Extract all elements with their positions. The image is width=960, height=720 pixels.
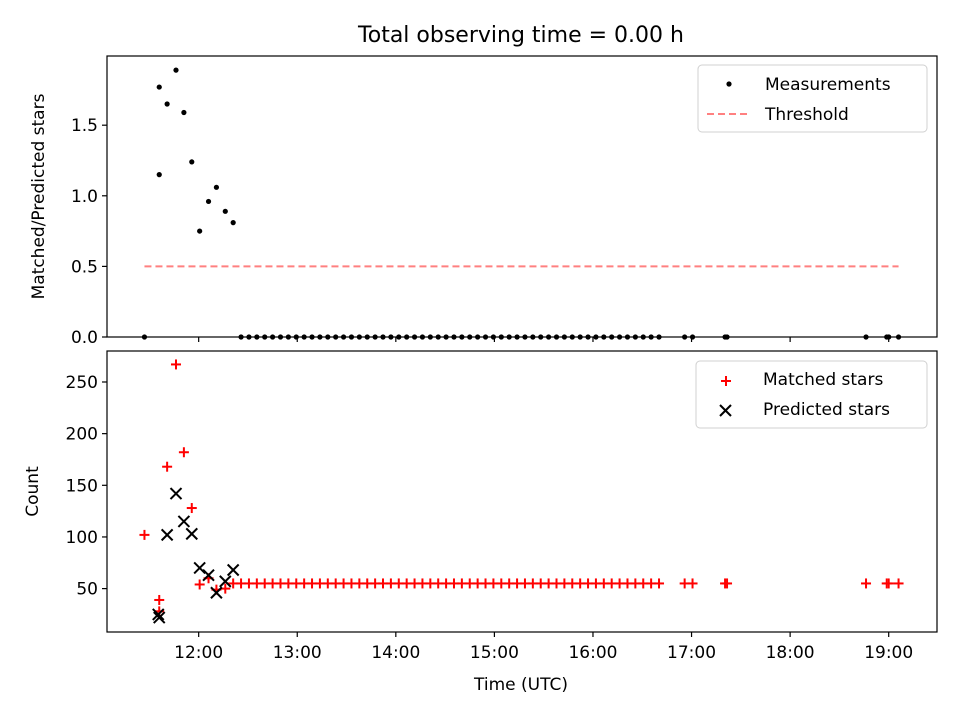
measurements-point bbox=[222, 208, 228, 214]
bottom-y-tick-label: 50 bbox=[76, 580, 98, 600]
predicted-stars-point bbox=[169, 487, 183, 500]
x-tick-label: 12:00 bbox=[174, 643, 223, 663]
predicted-stars-point bbox=[152, 608, 165, 621]
top-y-tick-label: 1.5 bbox=[71, 116, 98, 136]
top-y-axis-label: Matched/Predicted stars bbox=[29, 93, 49, 299]
top-panel: 0.0 0.5 1.0 1.5 Matched/Predicted stars Mea… bbox=[29, 55, 938, 348]
x-axis-label: Time (UTC) bbox=[473, 675, 568, 695]
matched-stars-point bbox=[154, 594, 165, 605]
x-tick-label: 19:00 bbox=[864, 643, 913, 663]
predicted-stars-point bbox=[202, 568, 215, 582]
bottom-y-tick-label: 100 bbox=[66, 528, 98, 548]
measurements-point bbox=[197, 228, 203, 234]
predicted-stars-point bbox=[193, 561, 206, 575]
predicted-stars-point bbox=[210, 586, 223, 599]
top-axes-frame bbox=[106, 55, 938, 338]
matched-stars-point bbox=[687, 578, 698, 589]
top-y-tick-label: 0.0 bbox=[71, 328, 98, 348]
bottom-panel: 50 100 150 200 250 12:00 13:00 14:00 15:00 16:00 1… bbox=[23, 350, 938, 695]
top-legend: Measurements Threshold bbox=[697, 64, 928, 133]
predicted-stars-point bbox=[153, 611, 166, 624]
legend-measurements-marker bbox=[726, 81, 732, 87]
bottom-y-axis-label: Count bbox=[23, 466, 43, 517]
bottom-axes-frame bbox=[106, 350, 938, 633]
top-y-tick-label: 0.5 bbox=[71, 257, 98, 277]
matched-stars-point bbox=[162, 461, 173, 472]
matched-stars-point bbox=[722, 578, 733, 589]
measurements-point bbox=[181, 109, 187, 116]
legend-measurements-label: Measurements bbox=[765, 75, 891, 95]
top-legend-box bbox=[697, 64, 928, 133]
matched-stars-point bbox=[178, 447, 189, 458]
measurements-point bbox=[164, 101, 170, 107]
legend-predicted-stars-marker bbox=[719, 404, 732, 417]
predicted-stars-point bbox=[219, 575, 232, 588]
measurements-point bbox=[213, 184, 220, 190]
measurements-point bbox=[173, 67, 179, 73]
predicted-stars-point bbox=[177, 515, 191, 528]
legend-matched-stars-marker bbox=[721, 376, 731, 386]
x-tick-label: 17:00 bbox=[667, 643, 716, 663]
top-marks bbox=[141, 67, 902, 340]
bottom-legend-box bbox=[695, 360, 928, 429]
matched-stars-point bbox=[893, 578, 904, 589]
measurements-point bbox=[205, 198, 212, 205]
top-axis: 0.0 0.5 1.0 1.5 bbox=[71, 116, 890, 348]
top-y-tick-label: 1.0 bbox=[71, 187, 98, 207]
matched-stars-point bbox=[654, 578, 665, 589]
legend-matched-stars-label: Matched stars bbox=[763, 370, 883, 390]
matched-stars-point bbox=[883, 578, 894, 589]
x-tick-label: 15:00 bbox=[470, 643, 519, 663]
matched-stars-point bbox=[861, 578, 872, 589]
predicted-stars-point bbox=[160, 528, 174, 542]
x-tick-label: 14:00 bbox=[371, 643, 420, 663]
matched-stars-point bbox=[194, 579, 205, 590]
bottom-y-tick-label: 250 bbox=[66, 373, 98, 393]
bottom-marks bbox=[139, 359, 904, 624]
matched-stars-point bbox=[139, 529, 150, 540]
bottom-y-tick-label: 200 bbox=[66, 425, 98, 445]
legend-threshold-label: Threshold bbox=[764, 105, 849, 125]
measurements-point bbox=[156, 84, 162, 90]
chart-title: Total observing time = 0.00 h bbox=[357, 23, 684, 48]
measurements-point bbox=[156, 172, 162, 178]
predicted-stars-point bbox=[226, 563, 240, 577]
bottom-axis: 50 100 150 200 250 12:00 13:00 14:00 15:00 16:00 1… bbox=[66, 373, 914, 663]
measurements-point bbox=[189, 159, 195, 165]
predicted-stars-point bbox=[185, 527, 198, 541]
x-tick-label: 13:00 bbox=[273, 643, 322, 663]
matched-stars-point bbox=[171, 359, 182, 370]
measurements-point bbox=[230, 220, 236, 226]
x-tick-label: 16:00 bbox=[568, 643, 617, 663]
matched-stars-point bbox=[186, 503, 197, 514]
bottom-y-tick-label: 150 bbox=[66, 476, 98, 496]
x-tick-label: 18:00 bbox=[766, 643, 815, 663]
legend-predicted-stars-label: Predicted stars bbox=[763, 400, 890, 420]
bottom-legend: Matched stars Predicted stars bbox=[695, 360, 928, 429]
